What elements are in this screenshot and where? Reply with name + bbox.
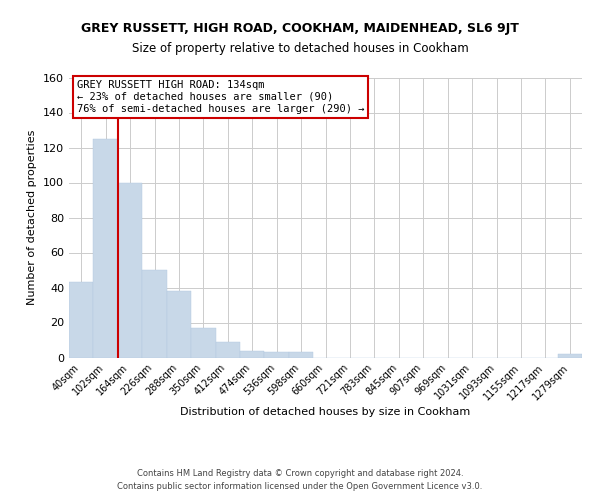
Bar <box>191 328 215 358</box>
Text: Contains HM Land Registry data © Crown copyright and database right 2024.: Contains HM Land Registry data © Crown c… <box>137 468 463 477</box>
Text: GREY RUSSETT HIGH ROAD: 134sqm
← 23% of detached houses are smaller (90)
76% of : GREY RUSSETT HIGH ROAD: 134sqm ← 23% of … <box>77 80 364 114</box>
Text: GREY RUSSETT, HIGH ROAD, COOKHAM, MAIDENHEAD, SL6 9JT: GREY RUSSETT, HIGH ROAD, COOKHAM, MAIDEN… <box>81 22 519 35</box>
Text: Contains public sector information licensed under the Open Government Licence v3: Contains public sector information licen… <box>118 482 482 491</box>
Bar <box>69 282 94 358</box>
Bar <box>557 354 582 358</box>
Bar <box>215 342 240 357</box>
Text: Size of property relative to detached houses in Cookham: Size of property relative to detached ho… <box>131 42 469 55</box>
Bar <box>289 352 313 358</box>
Bar <box>118 182 142 358</box>
Bar <box>94 138 118 358</box>
Bar <box>167 291 191 358</box>
X-axis label: Distribution of detached houses by size in Cookham: Distribution of detached houses by size … <box>181 407 470 417</box>
Bar <box>265 352 289 358</box>
Y-axis label: Number of detached properties: Number of detached properties <box>28 130 37 305</box>
Bar <box>142 270 167 358</box>
Bar <box>240 350 265 358</box>
